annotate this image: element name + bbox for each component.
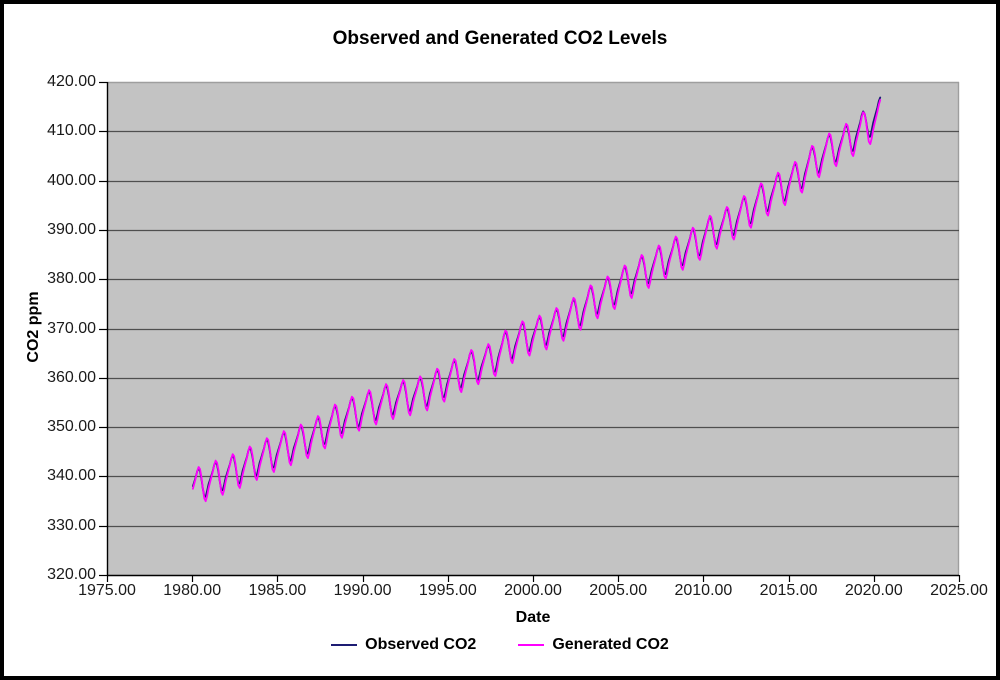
y-tick-label: 370.00: [47, 319, 96, 337]
y-tick-label: 380.00: [47, 270, 96, 288]
y-tick-label: 390.00: [47, 220, 96, 238]
x-tick-label: 1985.00: [248, 582, 307, 599]
y-tick-label: 350.00: [47, 418, 96, 436]
x-tick-label: 2015.00: [759, 582, 818, 599]
legend-label-generated: Generated CO2: [552, 636, 669, 653]
generated-co2-line: [191, 99, 882, 503]
x-tick-label: 2010.00: [674, 582, 733, 599]
y-tick-label: 420.00: [47, 73, 96, 90]
legend-item-generated: Generated CO2: [518, 636, 669, 654]
chart-plot: [99, 81, 961, 582]
legend-item-observed: Observed CO2: [331, 636, 476, 654]
y-tick-label: 320.00: [47, 566, 96, 583]
x-tick-label: 2005.00: [589, 582, 648, 599]
x-tick-label: 1995.00: [418, 582, 477, 599]
generated-line-sample: [518, 644, 545, 646]
y-tick-label: 410.00: [47, 122, 96, 140]
x-tick-label: 1980.00: [163, 582, 222, 599]
chart-title: Observed and Generated CO2 Levels: [332, 28, 668, 49]
legend-label-observed: Observed CO2: [365, 636, 477, 653]
x-tick-label: 2025.00: [930, 582, 988, 599]
y-tick-label: 400.00: [47, 171, 96, 189]
x-tick-label: 1975.00: [78, 582, 136, 599]
y-tick-label: 340.00: [47, 467, 96, 485]
observed-line-sample: [331, 644, 358, 646]
y-tick-label: 330.00: [47, 516, 96, 534]
x-tick-label: 2000.00: [504, 582, 562, 599]
plot-area-background: [107, 82, 959, 575]
y-tick-label: 360.00: [47, 368, 96, 386]
y-axis-title: CO2 ppm: [25, 291, 42, 363]
x-tick-label: 1990.00: [333, 582, 392, 599]
legend: Observed CO2 Generated CO2: [4, 636, 996, 654]
x-axis-title: Date: [515, 609, 551, 626]
x-tick-label: 2020.00: [844, 582, 903, 599]
